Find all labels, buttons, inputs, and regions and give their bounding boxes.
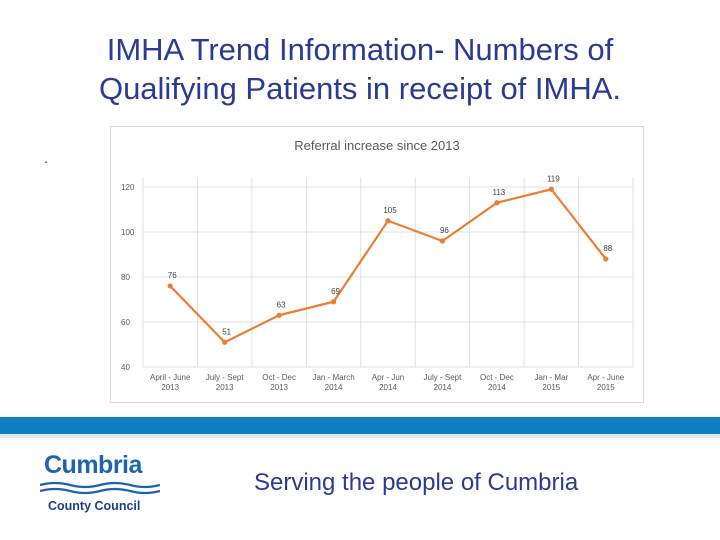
data-label: 63 xyxy=(277,300,286,309)
line-chart: Referral increase since 2013 40 60 80 100 12… xyxy=(121,138,634,392)
x-tick-year-label: 2014 xyxy=(379,383,397,392)
slide-title-line-1: IMHA Trend Information- Numbers of xyxy=(106,32,614,67)
chart-frame: Referral increase since 2013 40 60 80 100 12… xyxy=(110,126,644,403)
data-point xyxy=(548,186,554,192)
data-label: 96 xyxy=(440,226,449,235)
logo-wordmark: Cumbria xyxy=(44,451,142,479)
data-label: 88 xyxy=(603,244,612,253)
series-points xyxy=(167,186,609,345)
footer-band xyxy=(0,417,720,434)
data-label: 113 xyxy=(493,188,506,197)
x-tick-label: April - June xyxy=(150,373,191,382)
x-tick-year-label: 2013 xyxy=(161,383,179,392)
slide-title-line-2: Qualifying Patients in receipt of IMHA. xyxy=(98,71,622,106)
x-tick-year-label: 2013 xyxy=(270,383,288,392)
data-point xyxy=(494,200,500,206)
x-tick-label: Apr - June xyxy=(587,373,624,382)
bullet-marker: . xyxy=(44,150,48,166)
x-tick-year-label: 2014 xyxy=(434,383,452,392)
x-tick-year-label: 2014 xyxy=(325,383,343,392)
logo-subtitle: County Council xyxy=(48,499,141,513)
data-label: 69 xyxy=(331,287,340,296)
y-tick-label: 60 xyxy=(121,318,130,327)
tagline: Serving the people of Cumbria xyxy=(254,469,579,496)
x-tick-year-label: 2013 xyxy=(216,383,234,392)
data-point xyxy=(603,256,609,262)
x-tick-label: July - Sept xyxy=(424,373,463,382)
cumbria-county-council-logo: Cumbria County Council xyxy=(30,447,160,523)
x-tick-label: Oct - Dec xyxy=(262,373,296,382)
y-axis-ticks: 40 60 80 100 120 xyxy=(121,183,135,372)
x-tick-year-label: 2014 xyxy=(488,383,506,392)
data-point xyxy=(222,339,228,345)
data-point xyxy=(439,238,446,244)
x-tick-label: Oct - Dec xyxy=(480,373,514,382)
data-label: 119 xyxy=(547,174,560,183)
y-tick-label: 80 xyxy=(121,273,130,282)
y-tick-label: 120 xyxy=(121,183,135,192)
data-point xyxy=(330,299,337,305)
data-point xyxy=(385,218,391,224)
logo-wave-icon xyxy=(40,481,160,495)
x-tick-label: Apr - Jun xyxy=(372,373,404,382)
y-tick-label: 40 xyxy=(121,363,130,372)
y-tick-label: 100 xyxy=(121,228,135,237)
data-point xyxy=(276,312,282,318)
data-labels: 76 51 63 69 105 96 113 119 88 xyxy=(168,174,613,336)
x-tick-year-label: 2015 xyxy=(542,383,560,392)
chart-title: Referral increase since 2013 xyxy=(294,138,459,153)
x-tick-label: Jan - March xyxy=(312,373,354,382)
x-tick-label: July - Sept xyxy=(206,373,245,382)
data-label: 76 xyxy=(168,271,177,280)
x-tick-label: Jan - Mar xyxy=(534,373,568,382)
data-point xyxy=(167,283,173,289)
chart-gridlines xyxy=(142,177,634,368)
data-label: 51 xyxy=(222,327,231,336)
x-tick-year-label: 2015 xyxy=(597,383,615,392)
data-label: 105 xyxy=(383,206,397,215)
slide-title: IMHA Trend Information- Numbers of Quali… xyxy=(60,30,660,108)
footer-band-divider xyxy=(0,434,720,438)
